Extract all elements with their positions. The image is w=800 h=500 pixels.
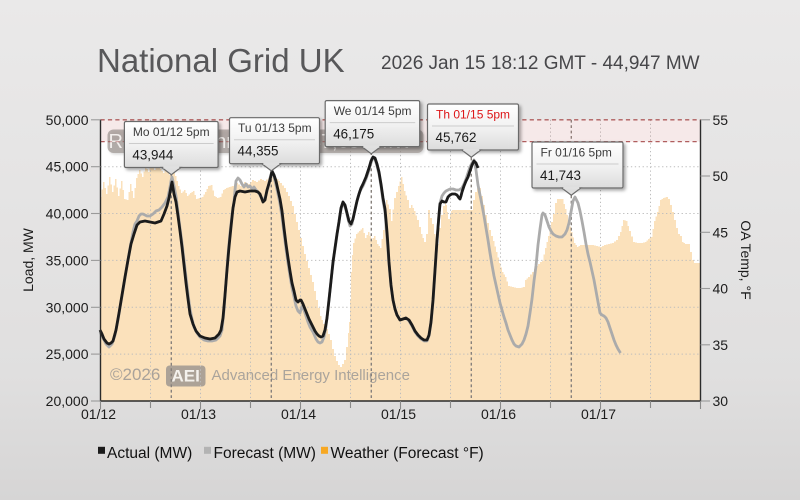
svg-text:50,000: 50,000 <box>46 112 89 128</box>
svg-text:We 01/14 5pm: We 01/14 5pm <box>334 104 412 118</box>
svg-text:55: 55 <box>713 112 729 128</box>
svg-text:50: 50 <box>713 168 729 184</box>
svg-text:OA Temp, °F: OA Temp, °F <box>738 220 754 299</box>
svg-text:30,000: 30,000 <box>46 299 89 315</box>
svg-text:44,355: 44,355 <box>238 144 279 159</box>
svg-text:20,000: 20,000 <box>46 393 89 409</box>
svg-text:30: 30 <box>713 393 729 409</box>
svg-text:Mo 01/12 5pm: Mo 01/12 5pm <box>133 125 210 139</box>
svg-text:35,000: 35,000 <box>46 252 89 268</box>
svg-text:45,762: 45,762 <box>436 130 477 145</box>
svg-text:01/12: 01/12 <box>81 406 116 422</box>
svg-text:Fr 01/16 5pm: Fr 01/16 5pm <box>541 146 612 160</box>
svg-text:40,000: 40,000 <box>46 206 89 222</box>
svg-text:Forecast (MW): Forecast (MW) <box>214 445 316 462</box>
svg-text:40: 40 <box>713 281 729 297</box>
svg-text:01/17: 01/17 <box>581 406 616 422</box>
svg-text:01/15: 01/15 <box>381 406 416 422</box>
svg-text:AEI: AEI <box>172 367 200 386</box>
svg-text:01/14: 01/14 <box>281 406 316 422</box>
svg-text:41,743: 41,743 <box>540 168 581 183</box>
svg-text:Weather (Forecast °F): Weather (Forecast °F) <box>331 445 484 462</box>
svg-text:46,175: 46,175 <box>333 126 374 141</box>
svg-text:Th 01/15 5pm: Th 01/15 5pm <box>436 108 510 122</box>
svg-text:35: 35 <box>713 337 729 353</box>
svg-text:25,000: 25,000 <box>46 346 89 362</box>
svg-text:2026 Jan 15 18:12 GMT - 44,947: 2026 Jan 15 18:12 GMT - 44,947 MW <box>381 53 700 74</box>
svg-text:Advanced Energy Intelligence: Advanced Energy Intelligence <box>212 367 410 384</box>
svg-text:Tu 01/13 5pm: Tu 01/13 5pm <box>238 121 312 135</box>
svg-text:01/13: 01/13 <box>181 406 216 422</box>
svg-text:45: 45 <box>713 224 729 240</box>
svg-text:Load, MW: Load, MW <box>20 227 36 292</box>
svg-text:Actual (MW): Actual (MW) <box>107 445 192 462</box>
svg-text:©2026: ©2026 <box>110 365 160 384</box>
svg-text:National Grid UK: National Grid UK <box>97 42 345 79</box>
svg-text:43,944: 43,944 <box>132 147 174 162</box>
svg-text:45,000: 45,000 <box>46 159 89 175</box>
svg-text:01/16: 01/16 <box>481 406 516 422</box>
